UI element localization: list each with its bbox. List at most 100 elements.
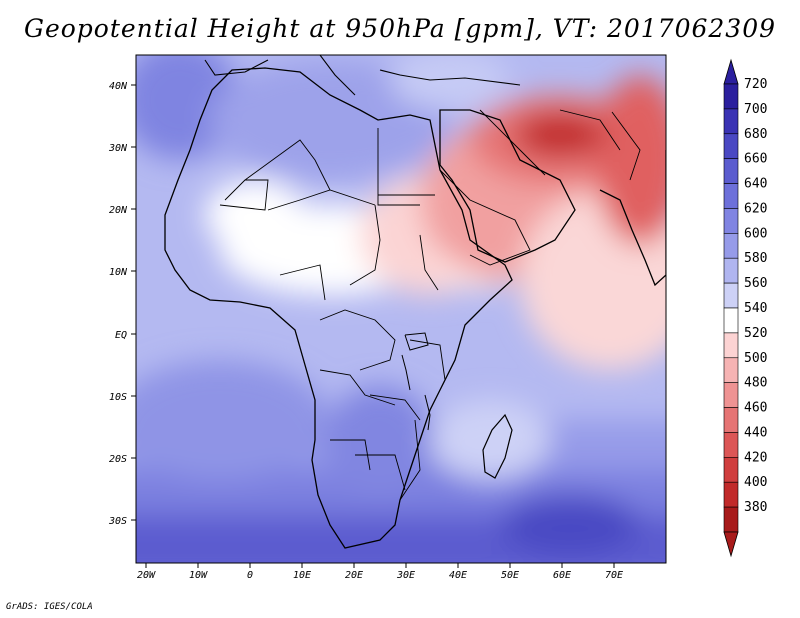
border-mauritania-mali xyxy=(219,179,269,211)
colorbar-swatch xyxy=(723,457,739,483)
colorbar-level-label: 580 xyxy=(744,251,767,266)
colorbar-level-label: 440 xyxy=(744,425,767,440)
border-saudi xyxy=(439,169,531,266)
x-tick-label-70e: 70E xyxy=(605,570,623,581)
field-turkey xyxy=(390,55,510,110)
border-libya-egypt xyxy=(377,128,420,206)
colorbar-level-label: 600 xyxy=(744,226,767,241)
colorbar-swatch xyxy=(723,208,739,234)
grads-credit: GrADS: IGES/COLA xyxy=(6,602,93,612)
colorbar-level-label: 640 xyxy=(744,177,767,192)
plot-area xyxy=(136,55,666,563)
colorbar-swatch xyxy=(723,133,739,159)
field-atlantic-south xyxy=(136,360,330,480)
colorbar-swatch xyxy=(723,481,739,508)
x-tick-label-20w: 20W xyxy=(137,570,156,581)
colorbar-swatch xyxy=(723,382,739,408)
chart-title: Geopotential Height at 950hPa [gpm], VT:… xyxy=(23,14,777,43)
lake-victoria xyxy=(404,332,429,351)
colorbar-swatch xyxy=(723,332,739,359)
y-tick-label-30s: 30S xyxy=(108,516,127,527)
border-sudan-ethiopia xyxy=(419,234,439,291)
colorbar-level-label: 540 xyxy=(744,301,767,316)
colorbar-level-label: 500 xyxy=(744,351,767,366)
border-congo xyxy=(319,309,396,371)
field-mediterranean xyxy=(210,60,450,180)
border-sahara-algeria xyxy=(244,139,331,191)
border-pakistan-india xyxy=(611,111,641,181)
border-iran-iraq xyxy=(479,109,546,176)
colorbar-swatch xyxy=(723,83,739,110)
field-shading xyxy=(136,55,666,563)
colorbar-min-arrow xyxy=(723,531,739,558)
border-chad-sudan xyxy=(349,204,381,286)
colorbar-level-label: 380 xyxy=(744,500,767,515)
border-afghanistan xyxy=(559,109,621,151)
border-zambia xyxy=(369,394,421,421)
colorbar-swatch xyxy=(723,183,739,209)
border-nigeria xyxy=(279,264,326,301)
colorbar-level-label: 620 xyxy=(744,201,767,216)
colorbar-max-arrow xyxy=(723,58,739,85)
border-niger-chad xyxy=(267,189,376,211)
x-tick-label-60e: 60E xyxy=(553,570,571,581)
field-madagascar xyxy=(430,400,550,480)
colorbar-swatch xyxy=(723,257,739,284)
colorbar: 720 700 680 660 640 620 600 580 560 540 520 500 480 4… xyxy=(723,58,767,558)
colorbar-swatch xyxy=(723,282,739,309)
coastline-india xyxy=(599,150,666,287)
y-tick-label-10s: 10S xyxy=(109,392,127,403)
x-tick-label-10w: 10W xyxy=(189,570,208,581)
coastline-europe xyxy=(204,55,521,96)
plot-frame xyxy=(135,54,667,564)
x-tick-label-50e: 50E xyxy=(501,570,519,581)
x-tick-label-20e: 20E xyxy=(345,570,363,581)
colorbar-level-label: 460 xyxy=(744,401,767,416)
y-tick-label-10n: 10N xyxy=(109,267,128,278)
colorbar-level-label: 700 xyxy=(744,102,767,117)
colorbar-level-label: 480 xyxy=(744,376,767,391)
country-borders xyxy=(219,109,641,501)
colorbar-swatch xyxy=(723,108,739,135)
x-tick-label-0: 0 xyxy=(247,570,253,581)
border-drc-angola xyxy=(319,369,396,406)
field-india xyxy=(595,75,666,245)
lake-tanganyika xyxy=(401,354,411,391)
colorbar-level-label: 520 xyxy=(744,326,767,341)
colorbar-level-label: 720 xyxy=(744,77,767,92)
field-indian-high xyxy=(500,495,640,555)
y-tick-label-40n: 40N xyxy=(109,81,128,92)
border-mozambique xyxy=(399,419,421,501)
field-iran-core xyxy=(515,113,605,157)
colorbar-swatch xyxy=(723,307,739,334)
coastline-madagascar xyxy=(482,413,513,479)
colorbar-level-label: 560 xyxy=(744,276,767,291)
lake-malawi xyxy=(424,394,431,431)
y-tick-label-30n: 30N xyxy=(108,143,128,154)
colorbar-level-label: 420 xyxy=(744,450,767,465)
colorbar-level-label: 680 xyxy=(744,127,767,142)
axis-ticks xyxy=(131,84,615,568)
y-tick-label-20s: 20S xyxy=(109,454,127,465)
border-namibia xyxy=(330,439,371,471)
colorbar-level-label: 400 xyxy=(744,475,767,490)
colorbar-swatch xyxy=(723,158,739,184)
colorbar-swatch xyxy=(723,432,739,458)
coastline-arabia xyxy=(439,109,576,263)
x-tick-label-10e: 10E xyxy=(293,570,311,581)
x-tick-label-40e: 40E xyxy=(449,570,467,581)
y-tick-label-20n: 20N xyxy=(109,205,128,216)
colorbar-swatch xyxy=(723,357,739,383)
border-botswana xyxy=(355,454,406,491)
x-tick-label-30e: 30E xyxy=(396,570,415,581)
x-axis-labels: 20W 10W 0 10E 20E 30E 40E 50E 60E 70E xyxy=(137,570,623,581)
y-axis-labels: 40N 30N 20N 10N EQ 10S 20S 30S xyxy=(108,81,128,527)
border-tanzania xyxy=(409,339,446,381)
y-tick-label-eq: EQ xyxy=(115,330,127,341)
colorbar-swatch xyxy=(723,233,739,259)
colorbar-swatch xyxy=(723,506,739,533)
field-africa-south xyxy=(325,385,435,495)
colorbar-level-label: 660 xyxy=(744,152,767,167)
colorbar-swatch xyxy=(723,407,739,433)
